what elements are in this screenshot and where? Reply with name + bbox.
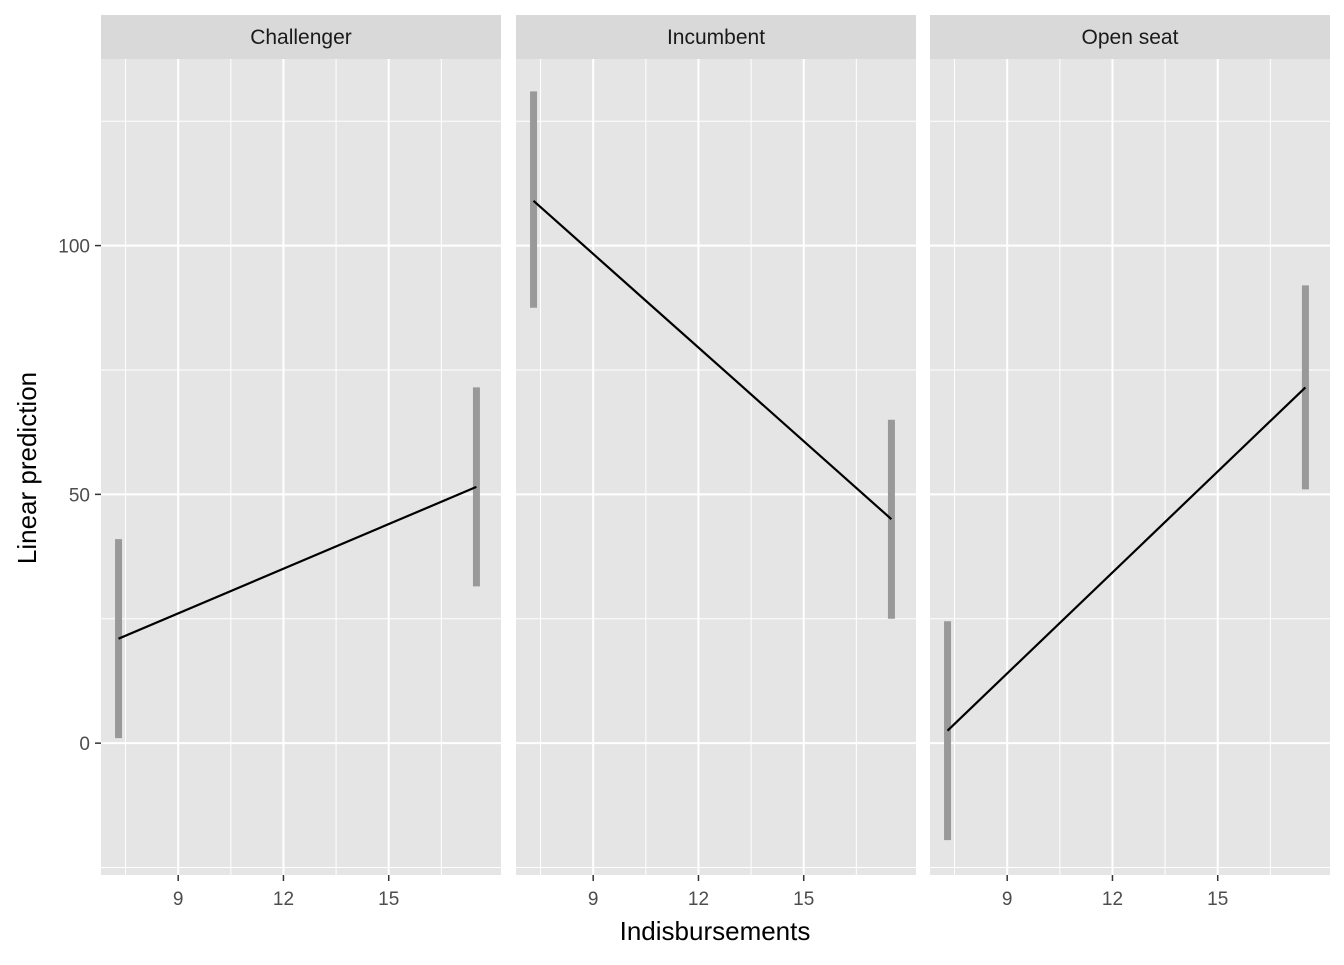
x-tick-label: 15 xyxy=(793,889,814,910)
prediction-line xyxy=(532,199,893,521)
y-tick-label: 0 xyxy=(79,734,90,755)
panel-background xyxy=(516,59,916,875)
x-tick-label: 15 xyxy=(1207,889,1228,910)
x-tick-label: 12 xyxy=(1102,889,1123,910)
y-tick-label: 50 xyxy=(69,485,90,506)
y-axis-title: Linear prediction xyxy=(12,372,42,564)
facet-strip xyxy=(101,15,501,59)
prediction-line xyxy=(946,386,1307,732)
x-tick-label: 12 xyxy=(688,889,709,910)
x-tick-label: 15 xyxy=(378,889,399,910)
facet-strip-label: Incumbent xyxy=(667,26,765,49)
facet-panel: Incumbent 9 12 15 xyxy=(516,15,916,910)
x-tick-label: 9 xyxy=(173,889,184,910)
facet-strip-label: Challenger xyxy=(250,26,352,49)
prediction-line xyxy=(118,485,477,640)
facet-panel: Open seat 9 12 15 xyxy=(930,15,1330,910)
facet-panel: Challenger 9 12 15 xyxy=(101,15,501,910)
facet-strip xyxy=(516,15,916,59)
y-tick-label: 100 xyxy=(58,237,90,258)
x-tick-label: 12 xyxy=(273,889,294,910)
panel-background xyxy=(101,59,501,875)
x-tick-label: 9 xyxy=(1002,889,1013,910)
facet-strip-label: Open seat xyxy=(1082,26,1179,49)
panel-background xyxy=(930,59,1330,875)
x-tick-label: 9 xyxy=(588,889,599,910)
x-axis-title: Indisbursements xyxy=(620,916,811,946)
facet-strip xyxy=(930,15,1330,59)
